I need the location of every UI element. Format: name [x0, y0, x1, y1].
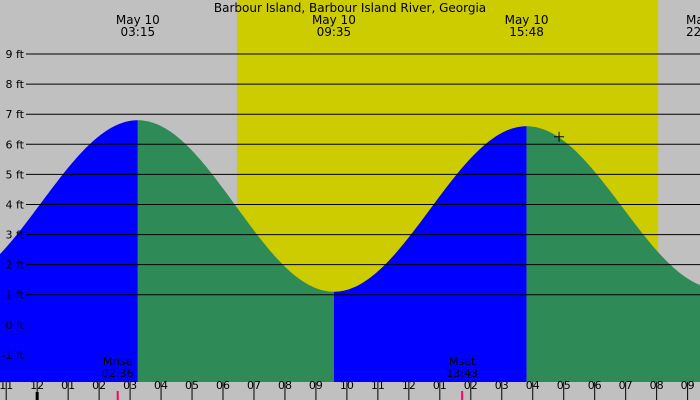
- hour-tick-label: 12: [30, 379, 44, 392]
- y-tick-label: 9 ft: [6, 48, 25, 61]
- tide-event-date: May 10: [312, 13, 356, 27]
- y-tick-label: -1 ft: [2, 349, 25, 362]
- hour-tick-label: 08: [278, 379, 292, 392]
- tide-event-time-cut: 22: [686, 25, 700, 39]
- hour-tick-label: 09: [681, 379, 695, 392]
- tide-event-time: 09:35: [317, 25, 352, 39]
- y-tick-label: 2 ft: [6, 259, 25, 272]
- y-tick-label: 0 ft: [6, 319, 25, 332]
- hour-tick-label: 12: [402, 379, 416, 392]
- tide-event-time: 15:48: [509, 25, 544, 39]
- moon-event-time: 02:36: [102, 367, 134, 380]
- tide-event-date: May 10: [116, 13, 160, 27]
- hour-tick-label: 02: [92, 379, 106, 392]
- falling-tide-area: [526, 126, 700, 382]
- falling-tide-area: [137, 120, 334, 382]
- rising-tide-area: [333, 126, 527, 382]
- tide-event-date-cut: Ma: [686, 13, 700, 27]
- y-tick-label: 6 ft: [6, 138, 25, 151]
- y-tick-label: 1 ft: [6, 289, 25, 302]
- hour-tick-label: 03: [495, 379, 509, 392]
- hour-tick-label: 11: [0, 379, 13, 392]
- hour-tick-label: 10: [340, 379, 354, 392]
- y-tick-label: 8 ft: [6, 78, 25, 91]
- y-axis-labels: 9 ft 8 ft 7 ft 6 ft 5 ft 4 ft 3 ft 2 ft 1 ft 0 ft…: [2, 48, 25, 362]
- chart-title: Barbour Island, Barbour Island River, Ge…: [214, 1, 486, 15]
- hour-tick-label: 11: [371, 379, 385, 392]
- hour-tick-label: 09: [309, 379, 323, 392]
- tide-areas: [0, 120, 700, 382]
- hour-tick-label: 07: [619, 379, 633, 392]
- hour-axis: 11 12 01 02 03 04 05 06 07 08 09 10 11 12 01 02 03 04 05 06…: [0, 379, 695, 400]
- hour-tick-label: 08: [650, 379, 664, 392]
- hour-tick-label: 06: [216, 379, 230, 392]
- grid-lines: [26, 53, 700, 296]
- hour-tick-label: 04: [526, 379, 540, 392]
- hour-tick-label: 03: [123, 379, 137, 392]
- midnight-marker: [35, 392, 39, 400]
- current-time-marker: [554, 131, 565, 142]
- hour-tick-label: 06: [588, 379, 602, 392]
- hour-tick-label: 01: [433, 379, 447, 392]
- hour-tick-label: 05: [185, 379, 199, 392]
- tide-event-date: May 10: [505, 13, 549, 27]
- moon-event-time: 13:43: [446, 367, 478, 380]
- hour-tick-label: 01: [61, 379, 75, 392]
- y-tick-label: 5 ft: [6, 168, 25, 181]
- hour-tick-label: 05: [557, 379, 571, 392]
- rising-tide-area: [0, 120, 138, 382]
- y-tick-label: 4 ft: [6, 198, 25, 211]
- hour-tick-label: 07: [247, 379, 261, 392]
- hour-tick-label: 02: [464, 379, 478, 392]
- hour-tick-label: 04: [154, 379, 168, 392]
- y-tick-label: 3 ft: [6, 229, 25, 242]
- y-tick-label: 7 ft: [6, 108, 25, 121]
- moon-event-label: Mset: [449, 355, 476, 368]
- moon-event-label: Mrise: [103, 355, 133, 368]
- tide-event-time: 03:15: [121, 25, 156, 39]
